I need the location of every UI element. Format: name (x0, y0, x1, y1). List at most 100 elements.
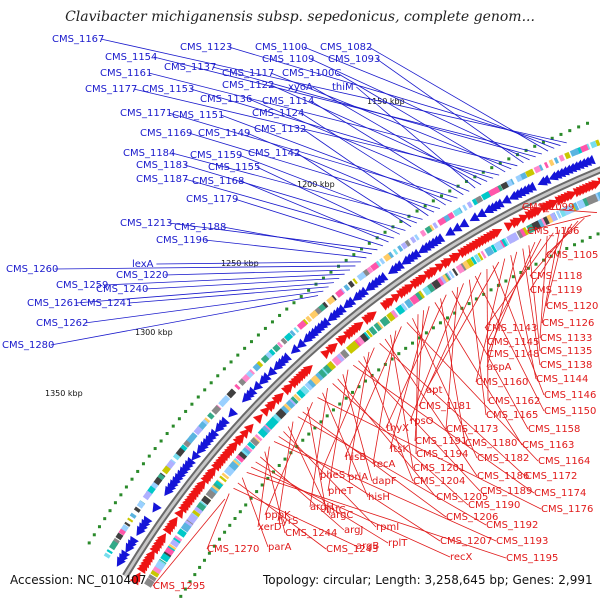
cds-color-block (490, 244, 498, 253)
forward-gene-arrow (290, 344, 301, 354)
cds-color-block (355, 336, 365, 346)
cds-color-block (525, 168, 535, 178)
reverse-gene-arrow (597, 177, 600, 184)
forward-gene-label: CMS_1240 (96, 284, 148, 295)
gc-mark (203, 388, 207, 392)
reverse-label-leader (389, 306, 430, 450)
forward-label-leader (310, 100, 464, 196)
forward-gene-arrow (136, 525, 146, 536)
cds-color-block (543, 161, 549, 169)
forward-gene-label: CMS_1122 (222, 80, 274, 91)
forward-gene-label: CMS_1124 (252, 108, 304, 119)
gc-mark (270, 320, 274, 324)
cds-color-block (322, 364, 333, 374)
forward-gene-label: CMS_1100C (282, 68, 341, 79)
cds-color-block (173, 535, 183, 543)
cds-color-block (120, 524, 129, 533)
reverse-label-leader (347, 351, 370, 478)
forward-gene-arrow (388, 264, 399, 275)
cds-color-block (519, 172, 528, 181)
cds-color-block (468, 258, 475, 267)
reverse-label-leader (545, 226, 567, 307)
forward-gene-label: CMS_1149 (198, 128, 250, 139)
reverse-gene-arrow (518, 214, 529, 224)
reverse-label-leader (342, 374, 373, 482)
cds-color-block (340, 349, 350, 359)
cds-color-block (335, 288, 345, 298)
gc-mark (209, 381, 213, 385)
cds-color-block (471, 198, 479, 206)
reverse-label-leader (332, 383, 469, 506)
cds-color-block (289, 329, 296, 337)
cds-color-block (309, 310, 319, 320)
reverse-gene-arrow (129, 575, 139, 586)
reverse-gene-arrow (211, 461, 221, 472)
gc-mark (177, 417, 181, 421)
forward-gene-label: CMS_1155 (208, 162, 260, 173)
reverse-label-leader (358, 360, 481, 492)
cds-color-block (317, 369, 328, 379)
reverse-gene-label: CMS_1192 (486, 520, 538, 531)
forward-label-leader (104, 273, 345, 286)
reverse-label-leader (352, 364, 535, 494)
forward-label-leader (246, 132, 435, 213)
forward-gene-arrow (258, 375, 269, 385)
gc-mark (481, 170, 485, 174)
reverse-label-leader (409, 283, 464, 422)
gc-mark (438, 321, 442, 325)
cds-color-block (588, 193, 599, 205)
forward-gene-label: CMS_1159 (190, 150, 242, 161)
cds-color-block (409, 294, 420, 305)
reverse-gene-label: priA (348, 472, 368, 483)
gc-mark (92, 533, 96, 537)
gc-mark (249, 496, 253, 500)
cds-color-block (293, 326, 300, 333)
gc-mark (285, 307, 289, 311)
forward-gene-arrow (214, 422, 225, 433)
cds-color-block (260, 354, 270, 364)
reverse-label-leader (237, 482, 327, 550)
cds-color-block (161, 465, 171, 475)
cds-color-block (559, 208, 567, 218)
forward-label-leader (368, 46, 549, 152)
gc-mark (271, 470, 275, 474)
cds-color-block (409, 236, 417, 244)
reverse-label-leader (255, 461, 389, 544)
forward-label-leader (128, 286, 329, 304)
cds-color-block (589, 140, 598, 149)
forward-label-leader (303, 46, 555, 149)
reverse-gene-arrow (200, 474, 211, 485)
gc-mark (424, 331, 428, 335)
reverse-label-leader (372, 330, 397, 465)
cds-color-block (129, 512, 137, 519)
forward-label-leader (220, 114, 452, 202)
reverse-gene-arrow (259, 406, 270, 417)
cds-color-block (201, 495, 212, 506)
gc-mark (431, 199, 435, 203)
reverse-label-leader (233, 487, 357, 547)
forward-gene-label: CMS_1177 (85, 84, 137, 95)
forward-gene-arrow (342, 299, 354, 309)
forward-gene-arrow (191, 450, 202, 461)
cds-color-block (315, 372, 324, 382)
forward-gene-arrow (445, 226, 456, 236)
cds-color-block (144, 577, 155, 588)
cds-color-block (234, 383, 241, 391)
cds-color-block (265, 351, 273, 360)
gc-mark (266, 476, 270, 480)
gc-mark (256, 333, 260, 337)
forward-label-leader (302, 128, 429, 217)
reverse-gene-label: argJ (344, 525, 363, 536)
reverse-label-leader (273, 441, 497, 542)
reverse-label-leader (337, 378, 437, 498)
cds-color-block (153, 476, 163, 487)
cds-color-block (516, 229, 524, 239)
gc-mark (541, 140, 545, 144)
forward-gene-label: CMS_1167 (52, 34, 104, 45)
reverse-label-leader (319, 347, 375, 476)
forward-gene-arrow (296, 338, 307, 349)
forward-gene-label: lexA (132, 259, 154, 270)
reverse-gene-label: CMS_1150 (544, 406, 596, 417)
reverse-gene-label: rpsO (410, 416, 434, 427)
